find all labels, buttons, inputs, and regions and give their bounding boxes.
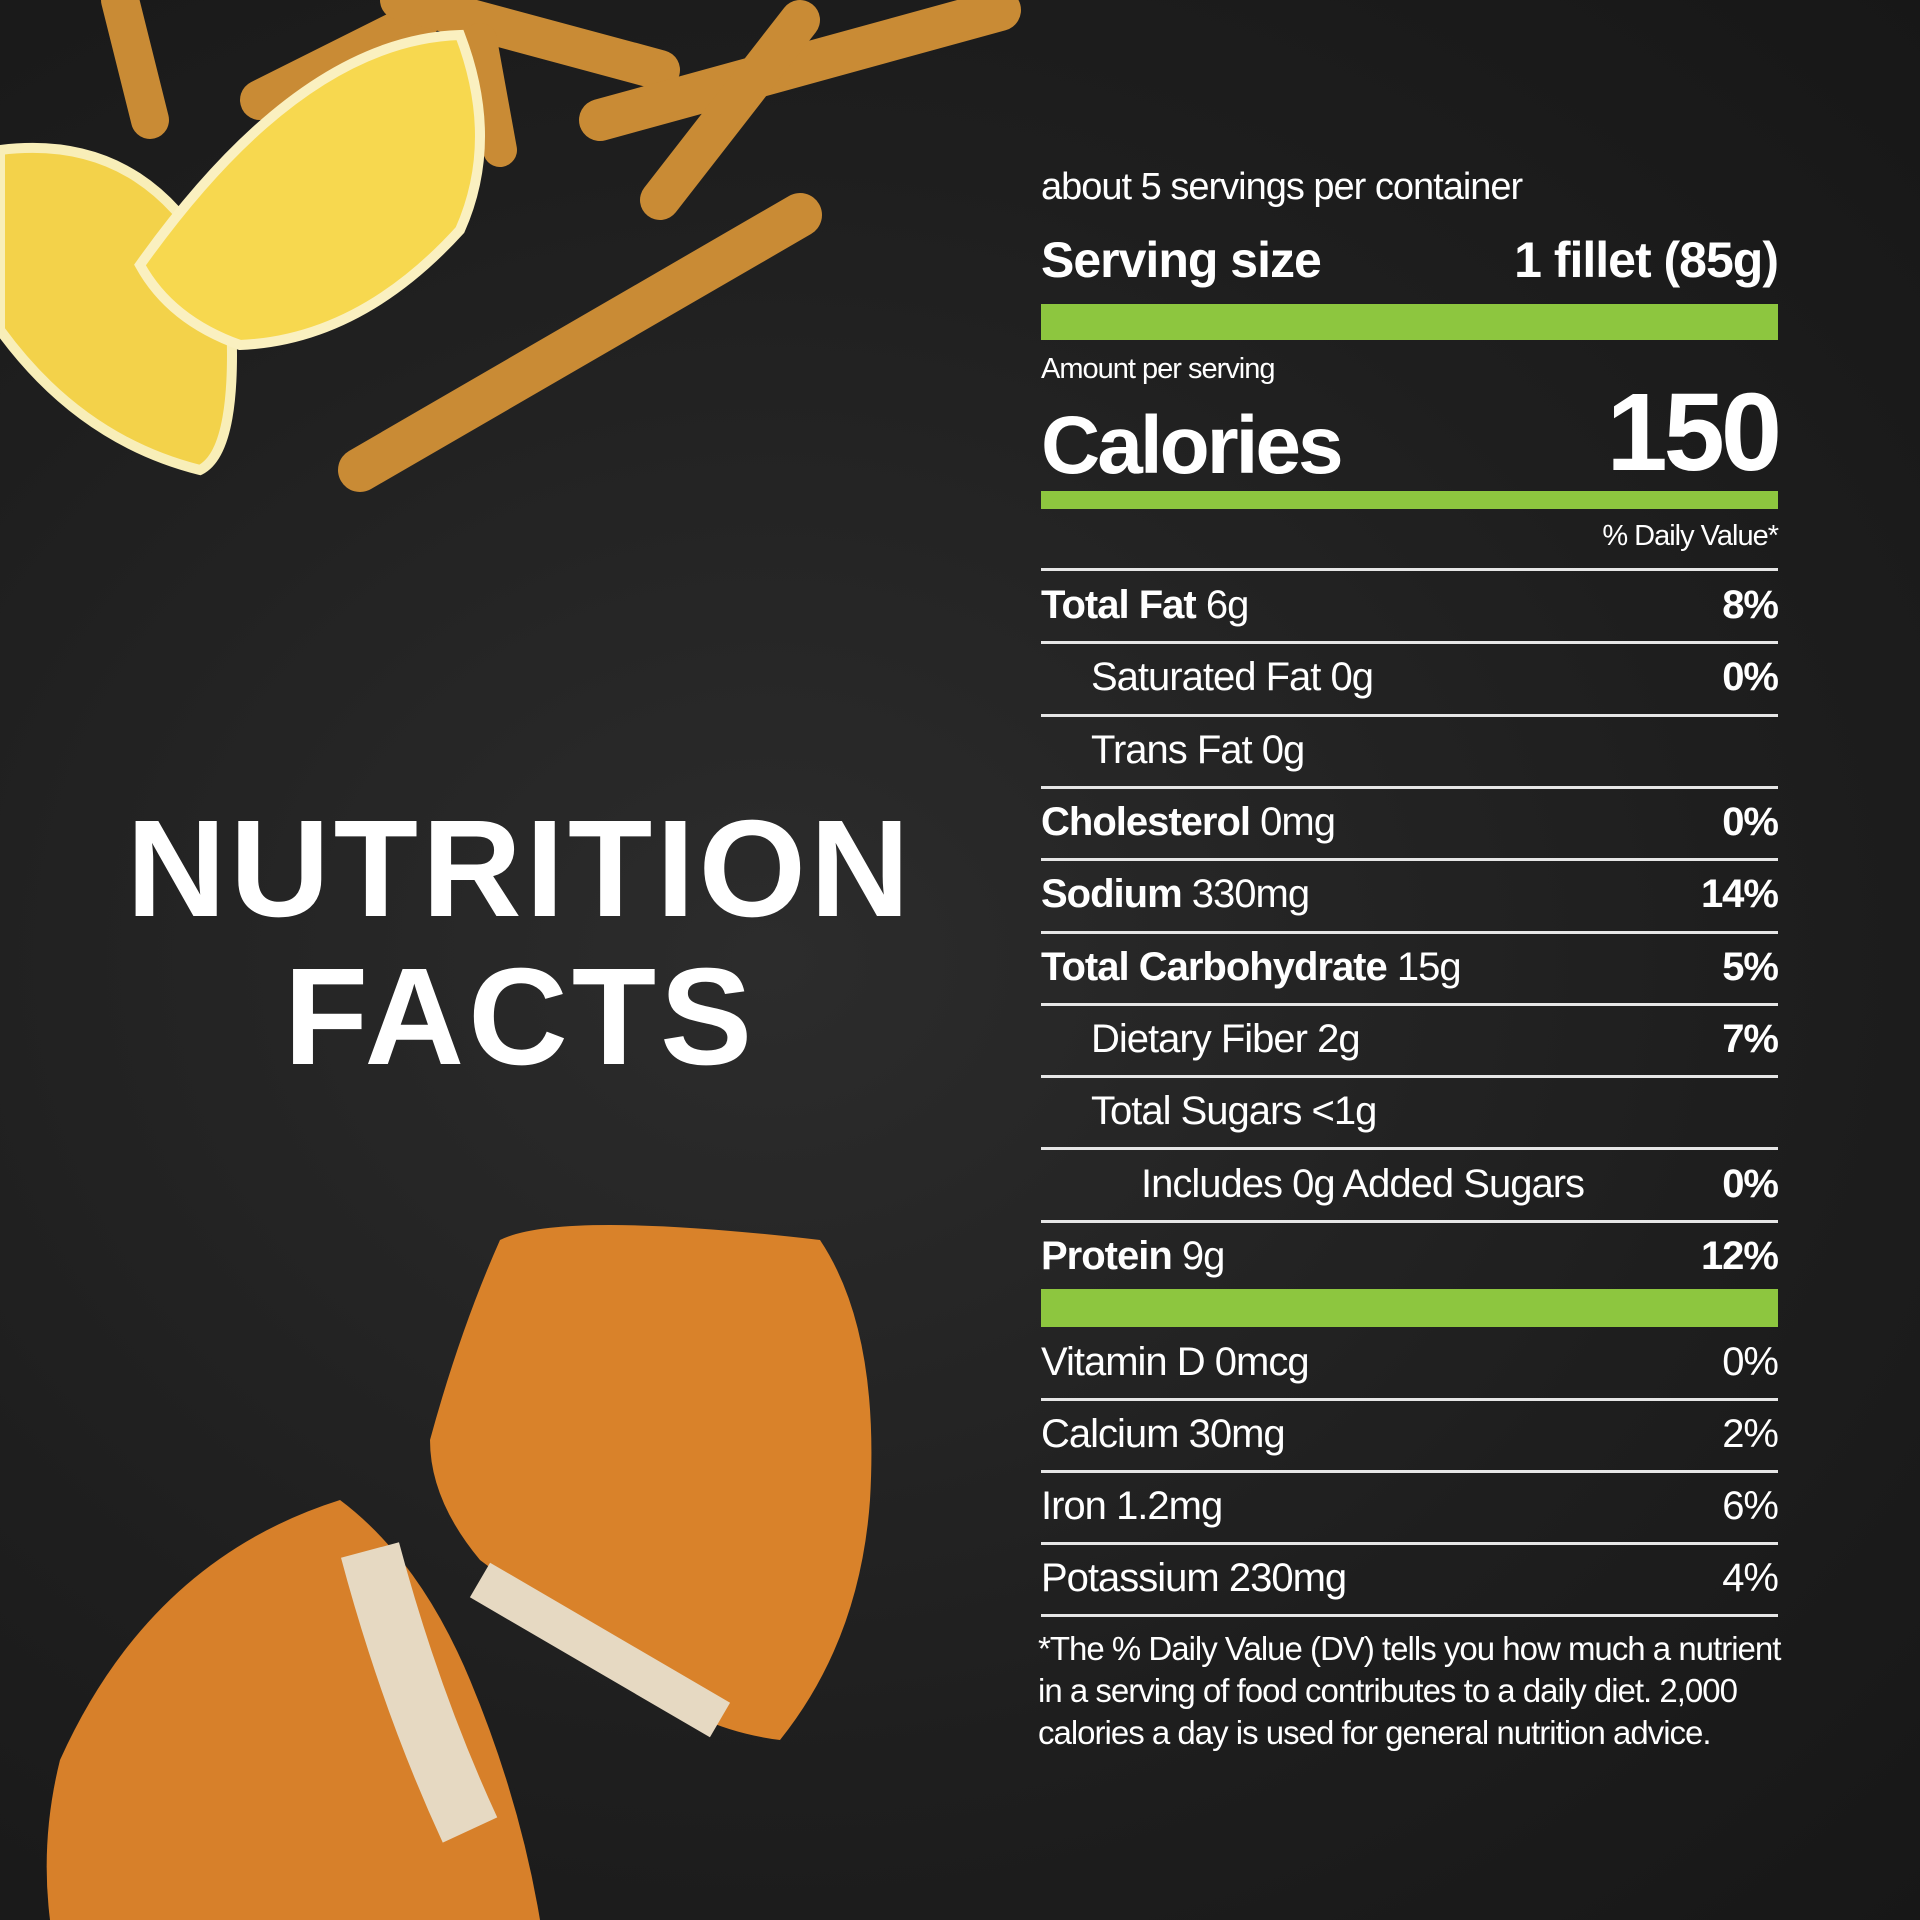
divider [1041,641,1778,645]
divider [1041,1075,1778,1079]
nutrient-name: Dietary Fiber [1091,1016,1308,1061]
divider [1041,1398,1778,1401]
divider [1041,1002,1778,1006]
nutrient-amount: 2g [1317,1016,1360,1061]
nutrient-row: Vitamin D 0mcg 0% [1041,1340,1779,1390]
nutrient-row: Trans Fat 0g [1041,728,1778,778]
daily-value: 5% [1722,944,1779,989]
nutrient-row: Iron 1.2mg 6% [1041,1484,1779,1534]
nutrient-name: Calcium [1041,1412,1179,1456]
nutrient-amount: 1.2mg [1116,1484,1223,1528]
nutrient-row: Total Sugars <1g [1041,1089,1778,1139]
divider [1041,568,1778,571]
divider [1041,858,1778,862]
daily-value: 0% [1722,655,1779,700]
nutrient-amount: 30mg [1188,1412,1286,1456]
divider [1041,930,1778,934]
nutrient-label: Total Fat 6g [1041,583,1249,628]
nutrient-amount: 230mg [1228,1556,1347,1600]
nutrient-label: Protein 9g [1041,1233,1225,1279]
daily-value: 0% [1722,1340,1779,1384]
nutrient-row: Total Carbohydrate 15g 5% [1041,944,1779,995]
nutrient-name: Vitamin D [1041,1340,1206,1384]
daily-value: 2% [1722,1412,1779,1456]
green-bar [1041,304,1778,340]
nutrient-label: Iron 1.2mg [1041,1484,1223,1529]
divider [1041,713,1778,717]
nutrient-name: Iron [1041,1484,1107,1528]
divider [1041,1614,1778,1617]
nutrient-label: Total Sugars <1g [1091,1089,1377,1134]
nutrient-name: Total Carbohydrate [1041,944,1388,989]
divider [1041,1470,1778,1473]
nutrient-amount: 0mcg [1214,1340,1310,1384]
nutrient-row: Total Fat 6g 8% [1041,583,1779,633]
nutrient-label: Cholesterol 0mg [1041,800,1336,845]
nutrient-label: Dietary Fiber 2g [1091,1016,1361,1062]
nutrient-label: Sodium 330mg [1041,872,1310,917]
nutrient-name: Cholesterol [1041,800,1251,845]
nutrient-name: Trans Fat [1091,727,1253,772]
divider [1041,785,1778,789]
nutrient-label: Saturated Fat 0g [1091,655,1374,700]
nutrient-name: Includes 0g Added Sugars [1141,1161,1585,1206]
nutrient-name: Potassium [1041,1556,1220,1600]
divider [1041,1542,1778,1545]
calories-value: 150 [1606,371,1782,494]
nutrient-label: Trans Fat 0g [1091,727,1305,773]
daily-value: 12% [1700,1233,1779,1278]
divider [1041,1147,1778,1151]
daily-value: 6% [1722,1484,1779,1528]
footnote: *The % Daily Value (DV) tells you how mu… [1038,1630,1781,1751]
green-bar [1041,1289,1778,1327]
daily-value: 0% [1722,800,1779,845]
daily-value: 7% [1722,1016,1779,1061]
nutrient-row: Cholesterol 0mg 0% [1041,800,1779,850]
divider [1041,1219,1778,1223]
daily-value: 0% [1722,1161,1779,1206]
nutrient-label: Total Carbohydrate 15g [1041,944,1462,990]
serving-size-label: Serving size [1041,232,1322,288]
lemon-wedges [0,29,485,476]
amount-per-serving: Amount per serving [1041,353,1275,385]
nutrient-row: Saturated Fat 0g 0% [1041,655,1779,705]
nutrient-row: Sodium 330mg 14% [1041,872,1779,922]
nutrient-row: Dietary Fiber 2g 7% [1041,1016,1779,1067]
nutrient-name: Total Sugars [1091,1089,1302,1134]
daily-value: 14% [1700,872,1779,917]
nutrient-amount: 330mg [1191,872,1310,917]
serving-size-value: 1 fillet (85g) [1514,232,1779,288]
nutrient-name: Total Fat [1041,583,1197,628]
nutrient-row: Calcium 30mg 2% [1041,1412,1779,1462]
nutrient-label: Potassium 230mg [1041,1556,1347,1601]
daily-value: 4% [1722,1556,1779,1600]
nutrient-name: Sodium [1041,872,1183,917]
nutrient-amount: 15g [1396,944,1462,989]
nutrient-label: Includes 0g Added Sugars [1141,1161,1585,1207]
nutrient-amount: <1g [1311,1089,1377,1134]
fries [101,0,1021,492]
green-bar [1041,491,1778,509]
nutrient-amount: 6g [1205,583,1249,628]
calories-label: Calories [1041,400,1344,491]
nutrient-row: Includes 0g Added Sugars 0% [1041,1161,1779,1212]
nutrient-row: Protein 9g 12% [1041,1233,1779,1284]
nutrient-amount: 0g [1261,727,1305,772]
nutrient-amount: 9g [1181,1233,1225,1278]
title-line: NUTRITION [126,792,914,946]
nutrient-row: Potassium 230mg 4% [1041,1556,1779,1606]
servings: about 5 servings per container [1041,166,1523,208]
title-line: FACTS [283,940,757,1094]
daily-value-header: % Daily Value* [1602,520,1779,552]
nutrient-name: Protein [1041,1233,1173,1278]
fish-fillets [46,1225,872,1920]
daily-value: 8% [1722,583,1779,628]
nutrient-amount: 0g [1330,655,1374,700]
nutrient-label: Vitamin D 0mcg [1041,1340,1310,1385]
nutrient-name: Saturated Fat [1091,655,1321,700]
nutrient-label: Calcium 30mg [1041,1412,1286,1457]
nutrient-amount: 0mg [1260,800,1336,845]
